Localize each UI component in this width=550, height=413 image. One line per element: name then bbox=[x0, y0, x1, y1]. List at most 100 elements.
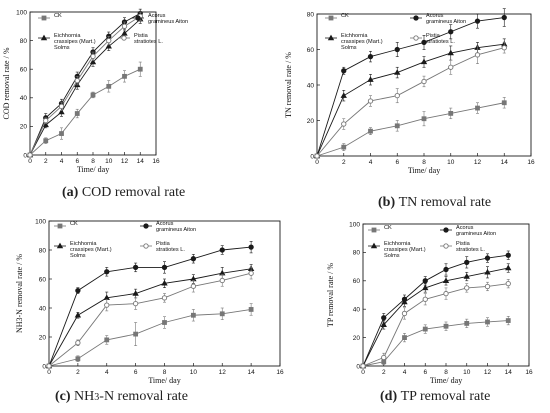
y-tick-label: 100 bbox=[349, 221, 360, 228]
data-point bbox=[464, 320, 470, 326]
data-point bbox=[58, 108, 65, 115]
data-point bbox=[381, 315, 387, 321]
data-point bbox=[421, 39, 427, 46]
x-tick-label: 16 bbox=[527, 159, 535, 166]
data-point bbox=[248, 270, 254, 276]
legend-marker bbox=[413, 15, 419, 21]
x-tick-label: 8 bbox=[444, 369, 448, 376]
data-point bbox=[474, 52, 481, 58]
legend: CK Acorus gramineus Aiton Eichhornia crassip… bbox=[325, 13, 466, 51]
series-line bbox=[362, 267, 509, 367]
y-tick-label: 20 bbox=[20, 124, 28, 131]
series-0 bbox=[314, 97, 507, 159]
data-point bbox=[463, 273, 470, 279]
series-0 bbox=[46, 303, 254, 369]
legend-entry: CK bbox=[341, 13, 349, 19]
data-point bbox=[443, 266, 449, 273]
chart-nh3: 0 2 4 6 8 10 12 14 16 0 20 40 60 80 100 Time/ day NH3-N … bbox=[15, 218, 284, 404]
data-point bbox=[46, 363, 52, 369]
y-tick-label: 0 bbox=[23, 152, 27, 159]
legend-entry: Eichhornia crassipes (Mart.) Solms bbox=[70, 241, 112, 259]
data-point bbox=[340, 92, 347, 98]
data-point bbox=[484, 268, 491, 275]
y-tick-label: 20 bbox=[353, 335, 361, 342]
x-tick-label: 12 bbox=[219, 369, 227, 376]
series-3 bbox=[360, 279, 511, 369]
figure-caption: (c) NH3-N removal rate bbox=[55, 389, 188, 404]
y-tick-label: 60 bbox=[20, 67, 28, 74]
data-point bbox=[401, 310, 408, 317]
data-point bbox=[501, 45, 507, 51]
series-line bbox=[316, 47, 505, 157]
figure-caption: (b) TN removal rate bbox=[378, 195, 491, 210]
legend-marker bbox=[328, 15, 334, 21]
series-1 bbox=[27, 8, 143, 158]
data-point bbox=[27, 152, 33, 158]
series-line bbox=[29, 15, 141, 156]
data-point bbox=[106, 83, 112, 89]
data-point bbox=[190, 283, 197, 289]
data-point bbox=[219, 311, 225, 317]
data-point bbox=[75, 340, 81, 346]
data-point bbox=[341, 68, 347, 74]
legend-entry: Eichhornia crassipes (Mart.) Solms bbox=[341, 33, 383, 51]
x-axis-label: Time/ day bbox=[148, 376, 180, 385]
x-tick-label: 10 bbox=[463, 369, 471, 376]
y-tick-label: 0 bbox=[356, 363, 360, 370]
data-point bbox=[121, 23, 128, 29]
data-point bbox=[484, 255, 491, 261]
y-tick-label: 100 bbox=[35, 218, 46, 225]
data-point bbox=[90, 92, 96, 98]
legend-marker bbox=[143, 243, 149, 249]
y-tick-label: 0 bbox=[310, 153, 314, 160]
data-point bbox=[368, 128, 373, 134]
legend-marker bbox=[143, 223, 149, 229]
data-point bbox=[161, 264, 168, 271]
data-point bbox=[402, 335, 407, 341]
data-point bbox=[105, 42, 112, 49]
legend-marker bbox=[413, 35, 419, 41]
y-tick-label: 80 bbox=[307, 11, 315, 18]
data-point bbox=[505, 318, 511, 323]
data-point bbox=[42, 121, 49, 128]
series-1 bbox=[46, 241, 254, 369]
x-tick-label: 2 bbox=[76, 369, 80, 376]
y-tick-label: 40 bbox=[353, 307, 361, 314]
data-point bbox=[505, 252, 511, 258]
x-tick-label: 8 bbox=[422, 159, 426, 166]
data-point bbox=[474, 18, 481, 24]
data-point bbox=[420, 58, 428, 65]
data-point bbox=[501, 14, 507, 21]
y-tick-label: 60 bbox=[39, 276, 47, 283]
y-tick-label: 40 bbox=[307, 82, 315, 89]
y-axis-label: TP removal rate / % bbox=[326, 263, 335, 327]
y-tick-label: 60 bbox=[353, 278, 361, 285]
data-point bbox=[75, 287, 81, 294]
x-tick-label: 6 bbox=[395, 159, 399, 166]
x-tick-label: 0 bbox=[361, 369, 365, 376]
x-tick-label: 10 bbox=[190, 369, 198, 376]
data-point bbox=[485, 319, 490, 325]
data-point bbox=[219, 277, 225, 284]
series-line bbox=[48, 272, 252, 367]
data-point bbox=[448, 29, 454, 35]
legend: CK Acorus gramineus Aiton Eichhornia crassip… bbox=[368, 225, 496, 259]
data-point bbox=[422, 296, 428, 302]
x-tick-label: 14 bbox=[137, 158, 145, 165]
data-point bbox=[248, 244, 254, 250]
series-line bbox=[362, 283, 509, 367]
x-tick-label: 2 bbox=[382, 369, 386, 376]
x-tick-label: 12 bbox=[121, 158, 129, 165]
data-point bbox=[394, 93, 400, 99]
series-1 bbox=[314, 8, 507, 159]
data-point bbox=[505, 264, 512, 271]
y-tick-label: 80 bbox=[20, 38, 28, 45]
data-point bbox=[448, 64, 454, 70]
series-3 bbox=[314, 42, 507, 159]
legend-entry: Acorus gramineus Aiton bbox=[148, 13, 188, 25]
series-line bbox=[29, 68, 141, 156]
chart-tp: 0 2 4 6 8 10 12 14 16 0 20 40 60 80 100 Time/ day TP rem… bbox=[326, 221, 533, 404]
figure-caption: (d) TP removal rate bbox=[380, 389, 490, 404]
data-point bbox=[381, 354, 387, 361]
y-axis-label: COD removal rate / % bbox=[2, 47, 11, 119]
